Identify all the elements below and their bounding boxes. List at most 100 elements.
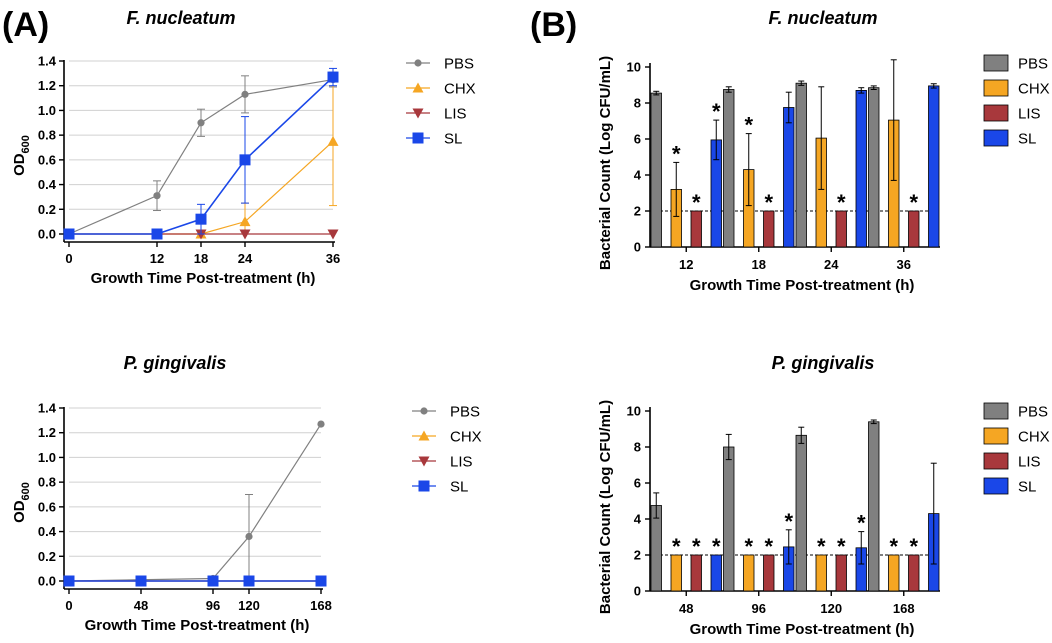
y-tick-label: 1.0 [38, 450, 56, 465]
y-axis-title: Bacterial Count (Log CFU/mL) [597, 56, 614, 270]
x-tick-label: 24 [824, 257, 839, 272]
significance-star: * [837, 190, 846, 215]
data-point-sl [239, 154, 251, 166]
legend-label-lis: LIS [1018, 106, 1041, 123]
legend-swatch-sl [983, 477, 1009, 495]
legend-label-lis: LIS [450, 454, 473, 471]
legend-label-chx: CHX [450, 429, 482, 446]
legend-swatch-pbs [983, 54, 1009, 72]
y-tick-label: 1.2 [38, 78, 56, 93]
data-point-pbs [197, 119, 205, 127]
bar-pbs [868, 421, 880, 592]
x-tick-label: 0 [65, 251, 72, 266]
bar-lis [835, 554, 847, 592]
significance-star: * [909, 534, 918, 559]
data-point-chx [327, 135, 339, 146]
significance-star: * [784, 509, 793, 534]
legend-marker-pbs [420, 407, 428, 415]
chart-pgingivalis-od: 0.0 0.2 0.4 0.6 0.8 1.0 1.2 1.4 0 48 96 120 168 P. gi… [11, 353, 482, 634]
x-tick-label: 0 [65, 598, 72, 613]
legend-label-chx: CHX [1018, 81, 1050, 98]
bar-pbs [650, 92, 662, 248]
y-tick-label: 4 [634, 168, 642, 183]
legend-swatch-chx [983, 79, 1009, 97]
bar-sl [783, 107, 795, 248]
legend-swatch-pbs [983, 402, 1009, 420]
data-point-sl [195, 213, 207, 225]
legend-label-sl: SL [1018, 479, 1036, 496]
y-tick-label: 2 [634, 548, 641, 563]
data-point-lis [327, 229, 339, 240]
significance-star: * [817, 534, 826, 559]
y-tick-label: 1.2 [38, 425, 56, 440]
y-axis-title: OD600 [11, 135, 32, 176]
y-tick-label: 4 [634, 512, 642, 527]
x-tick-label: 120 [820, 601, 842, 616]
x-tick-label: 96 [752, 601, 766, 616]
x-tick-label: 18 [752, 257, 766, 272]
chart-title: P. gingivalis [772, 353, 875, 373]
x-tick-label: 12 [150, 251, 164, 266]
y-tick-label: 2 [634, 204, 641, 219]
legend-label-sl: SL [444, 131, 462, 148]
y-tick-label: 10 [627, 404, 641, 419]
bar-pbs [723, 446, 735, 592]
legend-swatch-lis [983, 104, 1009, 122]
legend-label-sl: SL [450, 479, 468, 496]
bar-lis [908, 210, 920, 248]
x-tick-label: 168 [310, 598, 332, 613]
legend-label-pbs: PBS [444, 56, 474, 73]
y-tick-label: 8 [634, 96, 641, 111]
x-axis-title: Growth Time Post-treatment (h) [690, 277, 915, 294]
y-tick-label: 0.4 [38, 524, 57, 539]
significance-star: * [692, 534, 701, 559]
legend-label-pbs: PBS [1018, 404, 1048, 421]
data-point-lis [239, 229, 251, 240]
data-point-sl [63, 575, 75, 587]
y-axis-title-sub: 600 [20, 482, 32, 500]
y-tick-label: 0.8 [38, 475, 56, 490]
legend-marker-lis [418, 456, 430, 467]
significance-star: * [764, 190, 773, 215]
data-point-pbs [317, 420, 325, 428]
y-axis-title-main: OD [11, 500, 28, 523]
data-point-sl [135, 575, 147, 587]
y-tick-label: 0 [634, 584, 641, 599]
y-tick-label: 0.8 [38, 128, 56, 143]
significance-star: * [857, 511, 866, 536]
x-tick-label: 48 [134, 598, 148, 613]
bar-chx [815, 554, 827, 592]
bar-sl [928, 85, 940, 248]
data-point-sl [243, 575, 255, 587]
legend-marker-chx [418, 430, 430, 441]
x-tick-label: 120 [238, 598, 260, 613]
significance-star: * [744, 113, 753, 138]
significance-star: * [909, 190, 918, 215]
y-tick-label: 6 [634, 132, 641, 147]
legend-label-pbs: PBS [450, 404, 480, 421]
y-tick-label: 0 [634, 240, 641, 255]
y-tick-label: 10 [627, 60, 641, 75]
x-axis-title: Growth Time Post-treatment (h) [85, 617, 310, 634]
bar-pbs [868, 87, 880, 248]
y-tick-label: 0.4 [38, 177, 57, 192]
y-axis-title-sub: 600 [20, 135, 32, 153]
data-point-sl [63, 228, 75, 240]
x-tick-label: 12 [679, 257, 693, 272]
significance-star: * [712, 99, 721, 124]
significance-star: * [672, 141, 681, 166]
data-point-pbs [245, 532, 253, 541]
y-tick-label: 1.4 [38, 401, 57, 416]
data-point-sl [207, 575, 219, 587]
y-tick-label: 1.0 [38, 103, 56, 118]
chart-title: P. gingivalis [124, 353, 227, 373]
y-tick-label: 0.2 [38, 549, 56, 564]
panel-label-a: (A) [2, 6, 49, 44]
significance-star: * [889, 534, 898, 559]
bar-pbs [723, 89, 735, 248]
chart-fnucleatum-od: 0.0 0.2 0.4 0.6 0.8 1.0 1.2 1.4 0 12 18 24 36 F. nucl… [11, 8, 476, 287]
legend-marker-chx [412, 82, 424, 93]
x-tick-label: 48 [679, 601, 693, 616]
